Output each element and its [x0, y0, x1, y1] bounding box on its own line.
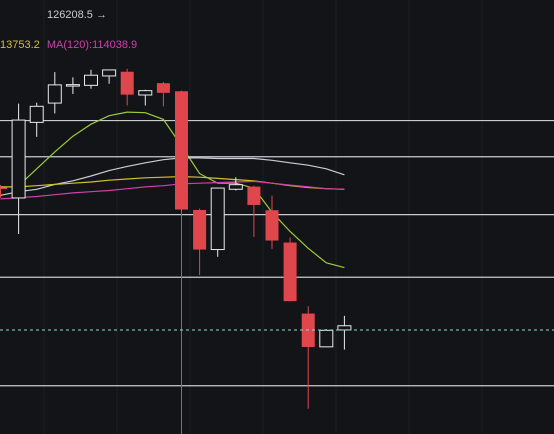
peak-arrow-icon: →: [95, 9, 107, 21]
candle-body: [11, 119, 26, 199]
ma-legend: 13753.2 MA(120):114038.9: [0, 39, 137, 51]
candle-body: [156, 83, 170, 93]
candle-body: [120, 71, 134, 95]
candle-body: [247, 186, 261, 205]
horizontal-levels: [0, 119, 554, 387]
ma120-label: MA(120):: [46, 39, 93, 51]
candle-body: [193, 210, 207, 250]
ma120-value: 114038.9: [92, 39, 138, 51]
peak-price-value: 126208.5: [47, 9, 93, 21]
candle-body: [29, 105, 44, 123]
candle-body: [84, 74, 98, 86]
candle-body: [228, 184, 243, 190]
candlesticks: [0, 68, 352, 434]
candle-body: [102, 69, 117, 77]
candle-body: [337, 325, 352, 331]
candle-body: [175, 91, 188, 210]
candle-body: [265, 210, 279, 241]
peak-price-label: 126208.5 →: [47, 9, 107, 21]
candle-body: [138, 90, 153, 96]
candle-body: [0, 187, 7, 190]
candle-body: [65, 84, 80, 87]
ma-partial-value: 13753.2: [0, 39, 40, 51]
candle-body: [283, 242, 297, 302]
candle-body: [210, 187, 225, 251]
moving-average-line: [0, 180, 345, 200]
candle-body: [319, 329, 334, 348]
candle-body: [47, 84, 62, 104]
chart-grid: [43, 0, 483, 434]
moving-average-line: [0, 175, 345, 190]
